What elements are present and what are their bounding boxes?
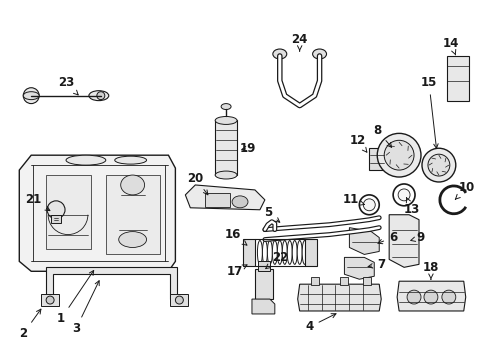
Bar bbox=[215, 121, 237, 175]
Text: 18: 18 bbox=[422, 261, 438, 279]
Text: 19: 19 bbox=[239, 142, 256, 155]
Ellipse shape bbox=[277, 240, 282, 264]
Ellipse shape bbox=[215, 171, 237, 179]
Ellipse shape bbox=[221, 104, 231, 109]
Ellipse shape bbox=[292, 240, 297, 264]
Ellipse shape bbox=[121, 175, 144, 195]
Text: 13: 13 bbox=[403, 198, 419, 216]
Text: 5: 5 bbox=[263, 206, 279, 222]
Circle shape bbox=[23, 88, 39, 104]
Text: 9: 9 bbox=[410, 231, 424, 244]
Circle shape bbox=[376, 133, 420, 177]
Circle shape bbox=[392, 184, 414, 206]
Text: 1: 1 bbox=[57, 270, 94, 325]
Polygon shape bbox=[46, 175, 91, 249]
Text: 21: 21 bbox=[25, 193, 50, 211]
Polygon shape bbox=[105, 175, 160, 255]
Circle shape bbox=[46, 296, 54, 304]
Polygon shape bbox=[396, 281, 465, 311]
Ellipse shape bbox=[262, 240, 267, 264]
Ellipse shape bbox=[89, 91, 108, 100]
Circle shape bbox=[384, 140, 413, 170]
Polygon shape bbox=[344, 257, 373, 279]
Text: 22: 22 bbox=[265, 251, 287, 269]
Text: 4: 4 bbox=[305, 314, 335, 333]
Circle shape bbox=[363, 199, 374, 211]
Polygon shape bbox=[251, 299, 274, 314]
Ellipse shape bbox=[257, 240, 262, 264]
Text: 8: 8 bbox=[372, 124, 391, 147]
Bar bbox=[243, 239, 254, 266]
Text: 24: 24 bbox=[291, 33, 307, 51]
Text: 7: 7 bbox=[367, 258, 385, 271]
Circle shape bbox=[397, 189, 409, 201]
Polygon shape bbox=[19, 155, 175, 271]
Text: 11: 11 bbox=[342, 193, 364, 206]
Circle shape bbox=[406, 290, 420, 304]
Ellipse shape bbox=[302, 240, 306, 264]
Ellipse shape bbox=[23, 92, 39, 100]
Bar bbox=[363, 277, 370, 285]
Text: 3: 3 bbox=[72, 281, 99, 336]
Bar bbox=[368, 148, 385, 170]
Polygon shape bbox=[388, 215, 418, 267]
Text: 23: 23 bbox=[58, 76, 78, 95]
Ellipse shape bbox=[297, 240, 302, 264]
Circle shape bbox=[421, 148, 455, 182]
Text: 10: 10 bbox=[454, 181, 474, 199]
Polygon shape bbox=[349, 228, 379, 255]
Bar bbox=[254, 269, 272, 299]
Text: 16: 16 bbox=[224, 228, 246, 245]
Text: 14: 14 bbox=[442, 37, 458, 55]
Circle shape bbox=[97, 92, 104, 100]
Bar bbox=[257, 261, 269, 271]
Ellipse shape bbox=[66, 155, 105, 165]
Bar bbox=[340, 277, 347, 285]
Circle shape bbox=[359, 195, 379, 215]
Bar bbox=[310, 277, 318, 285]
Ellipse shape bbox=[215, 117, 237, 125]
Text: 17: 17 bbox=[226, 265, 246, 278]
Ellipse shape bbox=[119, 231, 146, 247]
Bar bbox=[170, 294, 188, 306]
Circle shape bbox=[441, 290, 455, 304]
Polygon shape bbox=[185, 185, 264, 210]
Text: 20: 20 bbox=[187, 171, 207, 195]
Polygon shape bbox=[46, 267, 177, 299]
Bar bbox=[51, 215, 61, 223]
Bar bbox=[205, 193, 230, 207]
Text: 15: 15 bbox=[420, 76, 437, 148]
Ellipse shape bbox=[115, 156, 146, 164]
Bar bbox=[304, 239, 316, 266]
Ellipse shape bbox=[272, 240, 277, 264]
Bar bbox=[41, 294, 59, 306]
Ellipse shape bbox=[267, 240, 272, 264]
Ellipse shape bbox=[312, 49, 326, 59]
Ellipse shape bbox=[272, 49, 286, 59]
Circle shape bbox=[423, 290, 437, 304]
Text: 2: 2 bbox=[19, 309, 41, 340]
Text: 6: 6 bbox=[377, 231, 396, 244]
Bar bbox=[446, 56, 468, 100]
Circle shape bbox=[175, 296, 183, 304]
Ellipse shape bbox=[232, 196, 247, 208]
Polygon shape bbox=[297, 284, 381, 311]
Text: 12: 12 bbox=[348, 134, 366, 152]
Ellipse shape bbox=[286, 240, 292, 264]
Circle shape bbox=[427, 154, 449, 176]
Ellipse shape bbox=[282, 240, 286, 264]
Ellipse shape bbox=[47, 201, 65, 219]
